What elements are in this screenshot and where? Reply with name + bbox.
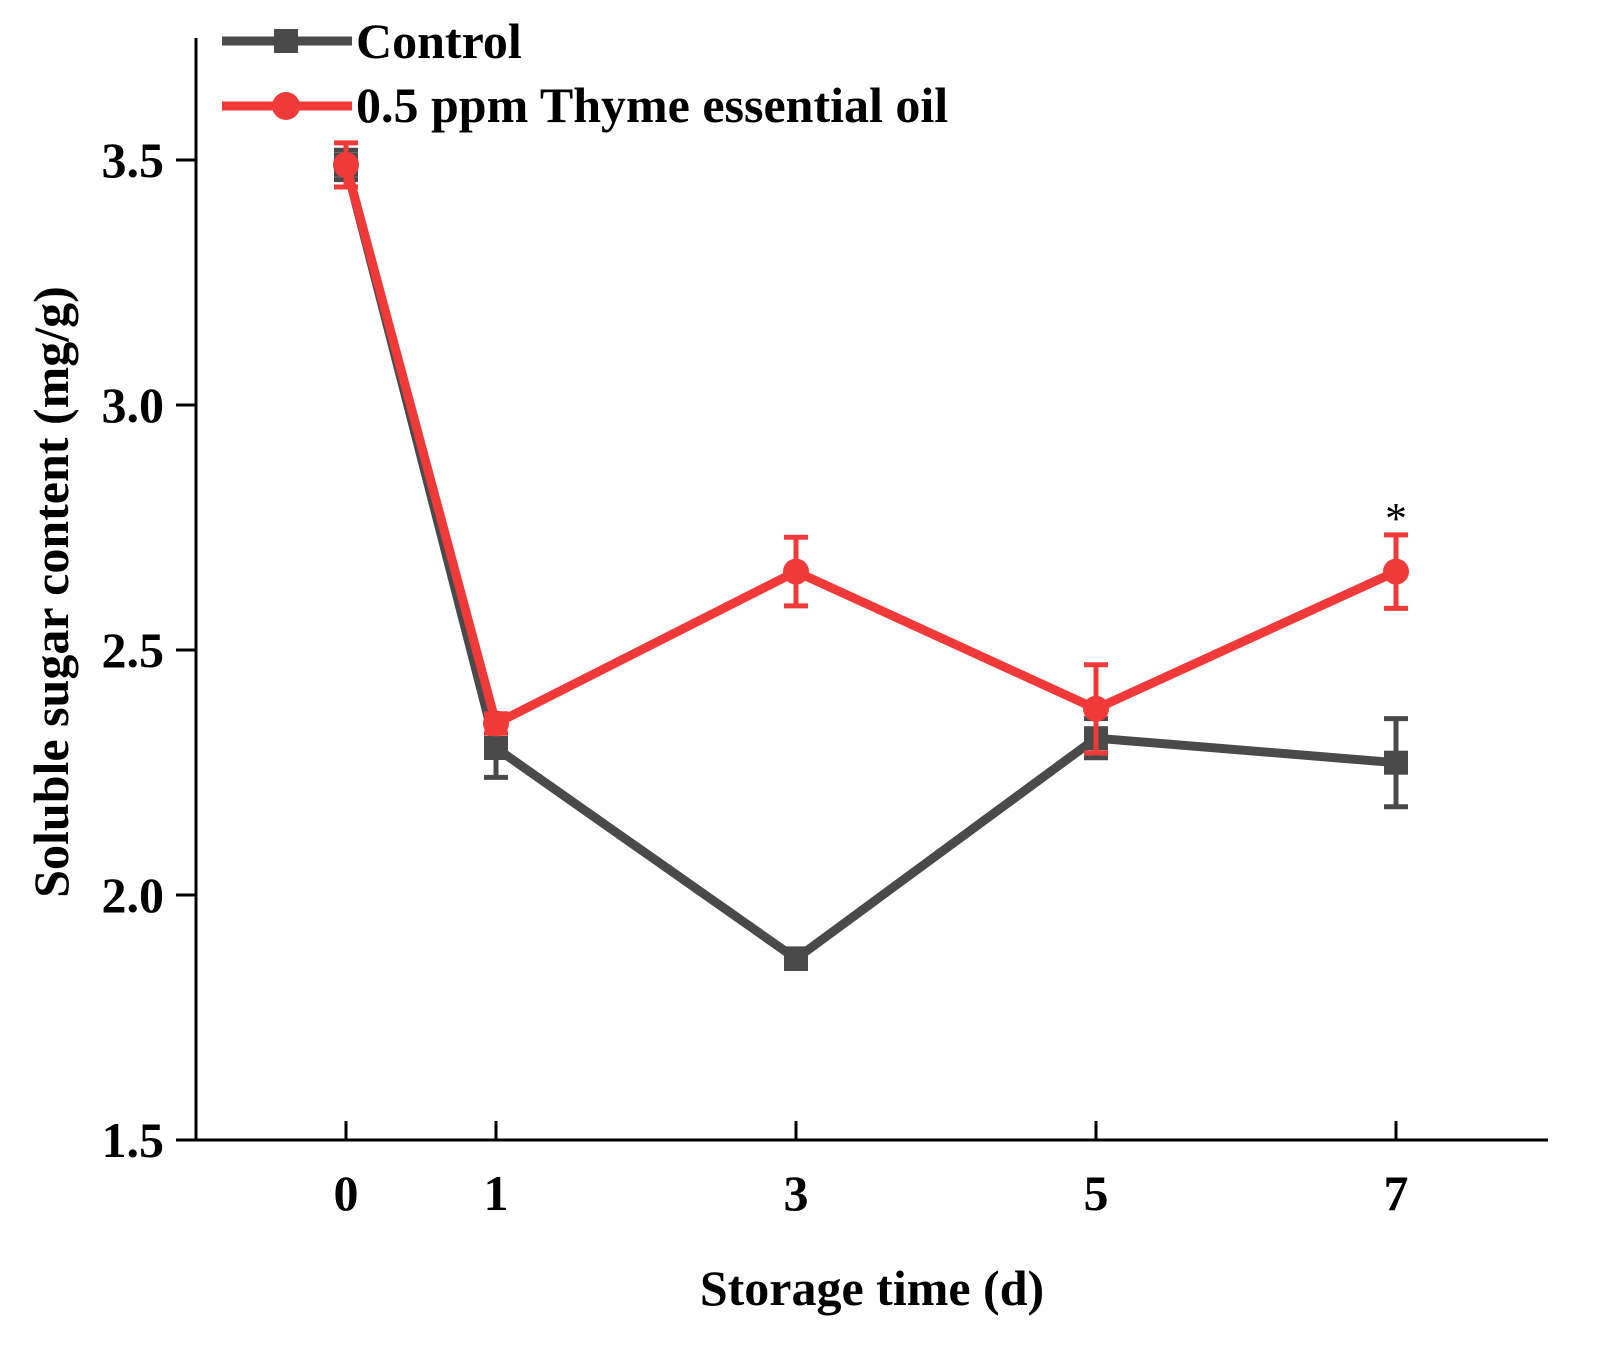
data-point-thyme — [1383, 558, 1409, 585]
x-ticks: 0 1 3 5 7 — [334, 1121, 1409, 1221]
axes — [194, 38, 1548, 1142]
y-ticks: 1.5 2.0 2.5 3.0 3.5 — [102, 132, 196, 1168]
legend-label-thyme: 0.5 ppm Thyme essential oil — [356, 77, 948, 133]
series-line-control — [341, 163, 1397, 964]
legend-label-control: Control — [356, 13, 522, 69]
data-point-control — [1384, 750, 1408, 775]
y-tick-label: 2.5 — [102, 622, 165, 678]
x-axis-title: Storage time (d) — [700, 1260, 1044, 1316]
legend: Control 0.5 ppm Thyme essential oil — [222, 13, 948, 133]
data-point-thyme — [333, 151, 359, 178]
legend-marker-thyme — [272, 92, 300, 120]
legend-item-thyme: 0.5 ppm Thyme essential oil — [222, 77, 948, 133]
y-tick-label: 3.5 — [102, 132, 165, 188]
y-tick-label: 1.5 — [102, 1112, 165, 1168]
significance-asterisk: * — [1385, 494, 1407, 543]
series-thyme — [333, 140, 1409, 756]
data-point-thyme — [1083, 695, 1109, 722]
x-tick-label: 1 — [484, 1165, 509, 1221]
series-layer — [333, 140, 1409, 971]
legend-item-control: Control — [222, 13, 522, 69]
data-point-thyme — [483, 710, 509, 737]
y-tick-label: 3.0 — [102, 377, 165, 433]
legend-marker-control — [274, 29, 298, 53]
y-axis-title: Soluble sugar content (mg/g) — [23, 286, 79, 898]
data-point-control — [784, 946, 808, 971]
x-tick-label: 0 — [334, 1165, 359, 1221]
data-point-control — [484, 736, 508, 760]
x-tick-label: 7 — [1384, 1165, 1409, 1221]
data-point-thyme — [783, 558, 809, 585]
x-tick-label: 3 — [784, 1165, 809, 1221]
series-control — [334, 147, 1408, 971]
x-tick-label: 5 — [1084, 1165, 1109, 1221]
series-line-thyme — [341, 163, 1398, 728]
y-tick-label: 2.0 — [102, 867, 165, 923]
annotations: * — [1385, 494, 1407, 543]
